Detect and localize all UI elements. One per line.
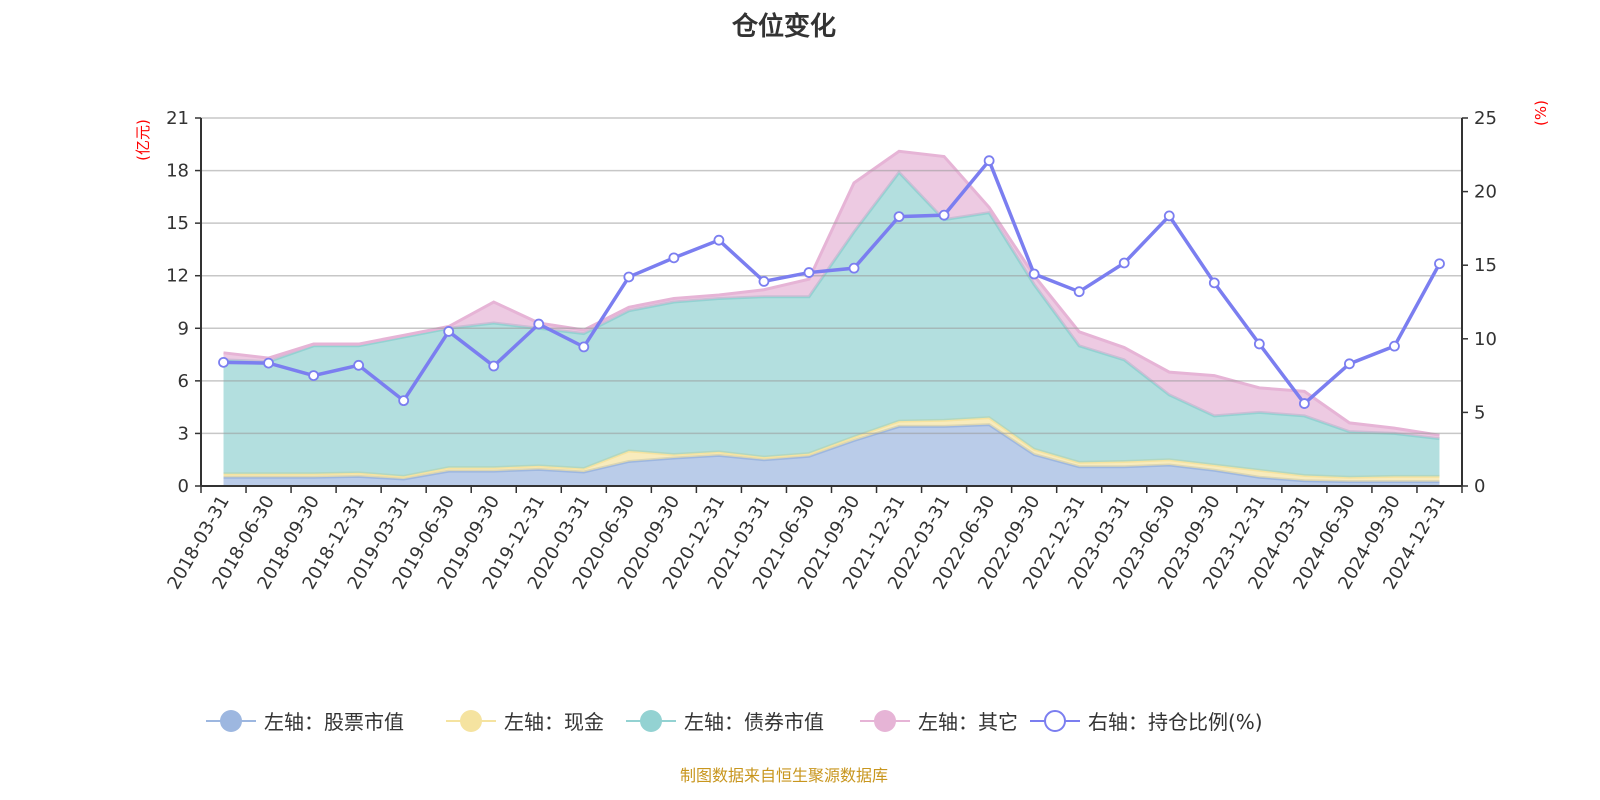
ratio-point [713, 234, 725, 246]
ratio-point [398, 395, 410, 407]
right-tick-label: 15 [1474, 255, 1497, 276]
legend-marker-icon [460, 710, 482, 732]
ratio-point [623, 271, 635, 283]
ratio-point [893, 211, 905, 223]
ratio-point [353, 359, 365, 371]
area-edge-3 [223, 149, 1440, 437]
legend-label: 左轴：现金 [504, 710, 604, 734]
legend-marker-icon [640, 710, 662, 732]
legend-label: 左轴：债券市值 [684, 710, 824, 734]
legend-item[interactable]: 右轴：持仓比例(%) [1030, 710, 1263, 734]
ratio-point [1344, 358, 1355, 370]
legend-item[interactable]: 左轴：现金 [446, 710, 604, 734]
right-axis-label: (%) [1532, 100, 1550, 126]
ratio-point [1208, 277, 1220, 289]
legend-item[interactable]: 左轴：债券市值 [626, 710, 824, 734]
area-series-1 [223, 417, 1440, 482]
left-axis-label: (亿元) [134, 119, 152, 161]
ratio-point [218, 356, 229, 368]
area-series-3 [223, 151, 1440, 439]
legend-label: 左轴：股票市值 [264, 710, 404, 734]
legend-item[interactable]: 左轴：股票市值 [206, 710, 404, 734]
legend-label: 左轴：其它 [918, 710, 1018, 734]
left-tick-label: 21 [166, 108, 189, 129]
ratio-point [1118, 257, 1130, 269]
ratio-point [1073, 286, 1085, 298]
legend-item[interactable]: 左轴：其它 [860, 710, 1018, 734]
ratio-point [443, 326, 455, 337]
ratio-point [758, 275, 770, 287]
left-tick-label: 15 [166, 213, 189, 234]
ratio-point [1298, 398, 1310, 409]
right-tick-label: 10 [1474, 329, 1497, 350]
left-tick-label: 6 [178, 371, 189, 392]
ratio-point [578, 341, 590, 353]
ratio-point [308, 370, 319, 382]
ratio-point [1028, 268, 1040, 280]
legend-marker-icon [220, 710, 242, 732]
ratio-point [1163, 210, 1175, 222]
ratio-point [263, 357, 274, 369]
left-tick-label: 18 [166, 161, 189, 182]
ratio-point [848, 262, 860, 274]
ratio-point [1434, 258, 1445, 270]
legend-marker-icon [1044, 710, 1066, 732]
legend-marker-icon [874, 710, 896, 732]
ratio-point [488, 360, 500, 372]
left-tick-label: 12 [166, 266, 189, 287]
left-tick-label: 9 [178, 318, 189, 339]
area-series-2 [223, 172, 1440, 478]
ratio-point [983, 155, 995, 167]
ratio-point [1253, 338, 1265, 350]
ratio-line [223, 157, 1442, 407]
ratio-point [533, 318, 545, 330]
data-source-footer: 制图数据来自恒生聚源数据库 [679, 766, 888, 785]
ratio-point [803, 267, 815, 278]
right-tick-label: 20 [1474, 182, 1497, 203]
right-tick-label: 0 [1474, 476, 1485, 497]
ratio-point [938, 209, 950, 221]
left-tick-label: 0 [178, 476, 189, 497]
ratio-point [668, 252, 680, 264]
right-tick-label: 25 [1474, 108, 1497, 129]
left-tick-label: 3 [178, 423, 189, 444]
right-tick-label: 5 [1474, 402, 1485, 423]
legend-label: 右轴：持仓比例(%) [1088, 710, 1263, 734]
chart-title: 仓位变化 [731, 12, 836, 42]
ratio-point [1389, 340, 1400, 352]
